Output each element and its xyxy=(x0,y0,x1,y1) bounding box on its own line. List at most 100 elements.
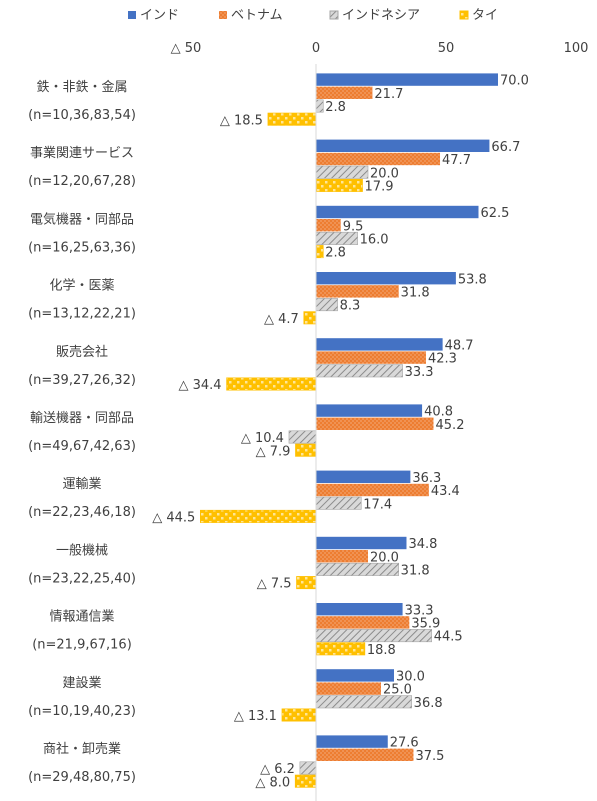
bar-1 xyxy=(316,285,399,298)
legend-swatch xyxy=(329,10,339,20)
data-label: △ 7.5 xyxy=(257,577,292,592)
data-label: 20.0 xyxy=(370,550,399,565)
data-label: △ 7.9 xyxy=(256,444,291,459)
bars xyxy=(200,73,498,788)
bar-1 xyxy=(316,152,441,166)
bar-1 xyxy=(316,219,341,232)
bar-1 xyxy=(316,550,368,563)
data-label: △ 4.7 xyxy=(264,312,299,327)
data-label: 33.3 xyxy=(405,603,434,618)
bar-2 xyxy=(299,761,317,775)
bar-3 xyxy=(315,245,324,259)
data-label: 17.4 xyxy=(363,497,392,512)
data-label: 70.0 xyxy=(500,74,529,89)
data-label: △ 10.4 xyxy=(241,431,284,446)
data-label: 37.5 xyxy=(416,749,445,764)
bar-0 xyxy=(316,404,423,417)
legend-label: ベトナム xyxy=(231,8,283,23)
data-label: 44.5 xyxy=(434,630,463,645)
legend-swatch xyxy=(128,11,136,19)
bar-1 xyxy=(316,616,410,629)
category-n-label: (n=29,48,80,75) xyxy=(28,770,136,785)
category-n-label: (n=49,67,42,63) xyxy=(28,439,136,454)
bar-1 xyxy=(316,483,429,497)
data-label: △ 18.5 xyxy=(220,113,263,128)
data-label: 40.8 xyxy=(424,405,453,420)
legend-swatch xyxy=(219,11,227,19)
bar-2 xyxy=(288,430,317,444)
category-label: 一般機械 xyxy=(56,542,108,558)
bar-2 xyxy=(315,496,362,510)
category-label: 建設業 xyxy=(62,675,101,691)
category-n-label: (n=23,22,25,40) xyxy=(28,571,136,586)
bar-0 xyxy=(316,470,411,483)
data-label: 48.7 xyxy=(445,339,474,354)
data-label: 45.2 xyxy=(436,418,465,433)
data-label: 31.8 xyxy=(401,564,430,579)
category-n-label: (n=16,25,63,36) xyxy=(28,240,136,255)
bar-0 xyxy=(316,735,388,748)
data-label: 2.8 xyxy=(325,246,346,261)
data-label: △ 44.5 xyxy=(152,511,195,526)
x-tick-label: 0 xyxy=(312,41,320,56)
value-labels: 70.021.72.8△ 18.566.747.720.017.962.59.5… xyxy=(152,74,529,791)
x-axis: △ 50 0 50 100 xyxy=(171,41,589,56)
bar-3 xyxy=(296,576,317,590)
bar-0 xyxy=(316,669,394,682)
legend-label: タイ xyxy=(472,8,498,23)
data-label: 2.8 xyxy=(325,100,346,115)
data-label: 42.3 xyxy=(428,352,457,367)
data-label: △ 13.1 xyxy=(234,709,277,724)
category-label: 化学・医薬 xyxy=(49,278,114,294)
data-label: 30.0 xyxy=(396,670,425,685)
category-n-label: (n=10,36,83,54) xyxy=(28,108,136,123)
data-label: 36.3 xyxy=(412,471,441,486)
data-label: △ 8.0 xyxy=(255,775,290,790)
bar-3 xyxy=(226,377,317,391)
category-label: 電気機器・同部品 xyxy=(30,211,134,227)
bar-3 xyxy=(303,311,317,325)
bar-0 xyxy=(316,272,456,285)
bar-0 xyxy=(316,338,443,351)
category-n-label: (n=21,9,67,16) xyxy=(32,638,132,653)
bar-1 xyxy=(316,351,426,364)
data-label: 20.0 xyxy=(370,166,399,181)
data-label: 18.8 xyxy=(367,643,396,658)
data-label: 17.9 xyxy=(365,180,394,195)
data-label: 43.4 xyxy=(431,484,460,499)
bar-1 xyxy=(316,748,414,761)
data-label: 35.9 xyxy=(411,617,440,632)
legend: インド ベトナム インドネシア タイ xyxy=(128,8,498,23)
data-label: 16.0 xyxy=(360,233,389,248)
data-label: △ 6.2 xyxy=(260,762,295,777)
bar-3 xyxy=(267,112,317,126)
category-n-label: (n=22,23,46,18) xyxy=(28,505,136,520)
category-n-label: (n=13,12,22,21) xyxy=(28,307,136,322)
bar-1 xyxy=(316,86,373,99)
bar-0 xyxy=(316,536,407,550)
bar-2 xyxy=(315,298,338,312)
bar-2 xyxy=(315,165,369,179)
data-label: 33.3 xyxy=(405,365,434,380)
data-label: 66.7 xyxy=(491,140,520,155)
bar-3 xyxy=(295,443,317,457)
category-label: 事業関連サービス xyxy=(30,145,134,161)
data-label: 34.8 xyxy=(408,537,437,552)
data-label: 31.8 xyxy=(401,286,430,301)
category-label: 輸送機器・同部品 xyxy=(30,411,134,426)
data-label: 25.0 xyxy=(383,683,412,698)
data-label: 9.5 xyxy=(343,219,364,234)
data-label: 36.8 xyxy=(414,696,443,711)
bar-3 xyxy=(315,178,363,192)
x-tick-label: △ 50 xyxy=(171,41,202,56)
bar-0 xyxy=(316,205,479,219)
bar-3 xyxy=(315,642,366,656)
x-tick-label: 50 xyxy=(438,41,455,56)
bar-2 xyxy=(315,364,403,378)
category-label: 運輸業 xyxy=(62,476,101,492)
category-label: 販売会社 xyxy=(56,344,108,360)
category-n-label: (n=12,20,67,28) xyxy=(28,174,136,189)
data-label: △ 34.4 xyxy=(178,378,221,393)
category-n-label: (n=10,19,40,23) xyxy=(28,704,136,719)
